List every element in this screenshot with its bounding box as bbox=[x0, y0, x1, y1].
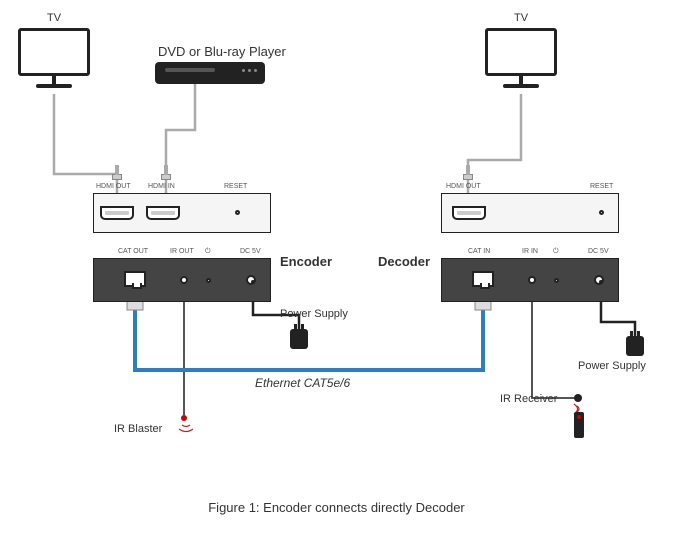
hdmi-plug-tv-right bbox=[463, 174, 473, 180]
enc-dc-jack bbox=[246, 275, 256, 285]
enc-power-led bbox=[206, 278, 211, 283]
power-supply-right-label: Power Supply bbox=[578, 360, 646, 372]
enc-hdmi-in-label: HDMI IN bbox=[148, 183, 175, 190]
power-adapter-right bbox=[626, 336, 644, 356]
hdmi-plug-dvd bbox=[161, 174, 171, 180]
dec-reset-hole bbox=[599, 210, 604, 215]
tv-left bbox=[18, 28, 90, 88]
remote-control-icon bbox=[574, 412, 584, 438]
encoder-label: Encoder bbox=[280, 254, 332, 269]
encoder-bottom-panel bbox=[93, 258, 271, 302]
enc-hdmi-out-port bbox=[100, 206, 134, 220]
ir-blaster-emitter bbox=[181, 415, 187, 421]
dec-hdmi-out-label: HDMI OUT bbox=[446, 183, 481, 190]
dec-reset-label: RESET bbox=[590, 183, 613, 190]
enc-pwr-label: ⏻ bbox=[205, 248, 211, 256]
enc-reset-label: RESET bbox=[224, 183, 247, 190]
encoder-top-panel bbox=[93, 193, 271, 233]
hdmi-plug-tv-left bbox=[112, 174, 122, 180]
dvd-player bbox=[155, 62, 265, 84]
dec-power-led bbox=[554, 278, 559, 283]
dec-cat-in-label: CAT IN bbox=[468, 248, 490, 255]
dec-dc-jack bbox=[594, 275, 604, 285]
enc-dc-label: DC 5V bbox=[240, 248, 261, 255]
tv-right-label: TV bbox=[514, 12, 528, 24]
ir-blaster-label: IR Blaster bbox=[114, 423, 162, 435]
dec-pwr-label: ⏻ bbox=[553, 248, 559, 256]
tv-right bbox=[485, 28, 557, 88]
ethernet-label: Ethernet CAT5e/6 bbox=[255, 376, 350, 390]
dec-hdmi-out-port bbox=[452, 206, 486, 220]
power-supply-left-label: Power Supply bbox=[280, 308, 348, 320]
enc-cat-out-port bbox=[124, 271, 146, 287]
decoder-top-panel bbox=[441, 193, 619, 233]
power-adapter-left bbox=[290, 329, 308, 349]
cable-ir-receiver bbox=[532, 286, 578, 398]
dec-ir-in-jack bbox=[528, 276, 536, 284]
decoder-bottom-panel bbox=[441, 258, 619, 302]
enc-hdmi-out-label: HDMI OUT bbox=[96, 183, 131, 190]
figure-caption: Figure 1: Encoder connects directly Deco… bbox=[0, 500, 673, 515]
dec-dc-label: DC 5V bbox=[588, 248, 609, 255]
dec-ir-in-label: IR IN bbox=[522, 248, 538, 255]
tv-left-label: TV bbox=[47, 12, 61, 24]
dvd-label: DVD or Blu-ray Player bbox=[158, 44, 286, 59]
ir-receiver-label: IR Receiver bbox=[500, 393, 557, 405]
enc-ir-out-jack bbox=[180, 276, 188, 284]
enc-reset-hole bbox=[235, 210, 240, 215]
decoder-label: Decoder bbox=[378, 254, 430, 269]
enc-hdmi-in-port bbox=[146, 206, 180, 220]
cable-dvd bbox=[166, 84, 195, 198]
cable-ethernet bbox=[135, 292, 483, 370]
enc-ir-out-label: IR OUT bbox=[170, 248, 194, 255]
enc-cat-out-label: CAT OUT bbox=[118, 248, 148, 255]
dec-cat-in-port bbox=[472, 271, 494, 287]
